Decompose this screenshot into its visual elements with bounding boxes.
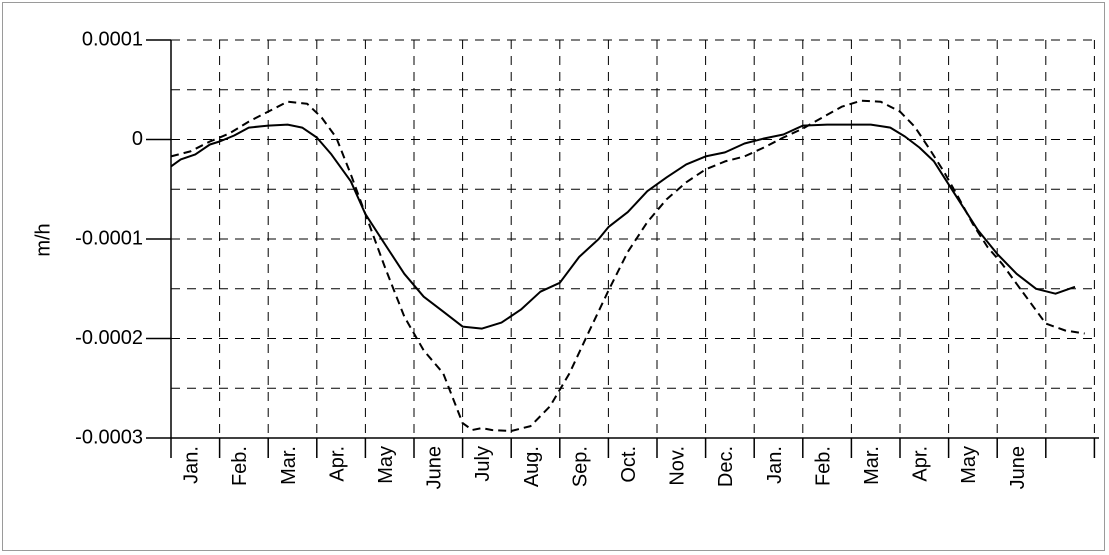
x-tick-label: Mar. xyxy=(861,446,883,485)
x-tick-label: June xyxy=(424,446,446,489)
axes xyxy=(146,39,1099,458)
y-tick-label: 0.0001 xyxy=(82,28,143,50)
x-tick-label: Aug. xyxy=(521,446,543,487)
x-tick-label: Apr. xyxy=(910,446,932,482)
dashed-series-line xyxy=(170,99,1085,432)
y-tick-label: -0.0003 xyxy=(75,426,143,448)
y-tick-label: 0 xyxy=(132,128,143,150)
grid-lines xyxy=(170,39,1099,438)
x-tick-label: Oct. xyxy=(618,446,640,483)
y-tick-label: -0.0002 xyxy=(75,327,143,349)
solid-series-line xyxy=(170,123,1076,330)
data-series xyxy=(170,99,1085,432)
y-axis-label: m/h xyxy=(32,223,54,256)
y-tick-label: -0.0001 xyxy=(75,227,143,249)
x-tick-label: May xyxy=(958,446,980,484)
x-tick-label: Nov. xyxy=(667,446,689,486)
x-tick-label: June xyxy=(1007,446,1029,489)
x-tick-label: Sep. xyxy=(569,446,591,487)
x-tick-label: Feb. xyxy=(812,446,834,486)
x-tick-label: Dec. xyxy=(715,446,737,487)
x-tick-labels: Jan. Feb. Mar. Apr. May June July Aug. Sep. Oct. N… xyxy=(181,446,1029,489)
x-tick-label: Feb. xyxy=(229,446,251,486)
x-tick-label: May xyxy=(375,446,397,484)
x-tick-label: Jan. xyxy=(764,446,786,484)
x-tick-label: Mar. xyxy=(278,446,300,485)
x-tick-label: Jan. xyxy=(181,446,203,484)
x-tick-label: Apr. xyxy=(326,446,348,482)
x-tick-label: July xyxy=(472,446,494,482)
y-tick-labels: 0.0001 0 -0.0001 -0.0002 -0.0003 xyxy=(75,28,143,448)
